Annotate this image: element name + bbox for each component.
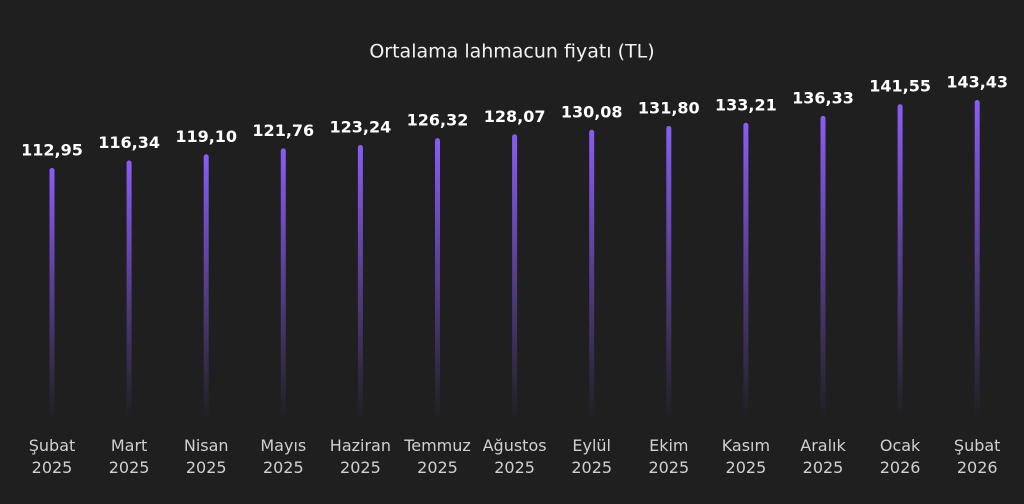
x-tick-label-line: 2026 <box>880 458 921 477</box>
x-tick-label: Temmuz 2025 <box>403 436 471 477</box>
value-label: 128,07 <box>484 107 546 126</box>
x-tick-label-line: Ağustos <box>483 436 547 455</box>
x-tick-label-line: Mayıs <box>260 436 306 455</box>
bar <box>666 125 672 421</box>
bar <box>126 160 132 420</box>
value-label: 121,76 <box>252 121 314 140</box>
value-label: 136,33 <box>792 88 854 107</box>
x-tick-label-line: Temmuz <box>403 436 471 455</box>
bar <box>743 122 749 421</box>
value-label: 141,55 <box>869 77 931 96</box>
x-tick-label-line: Haziran <box>330 436 391 455</box>
bar <box>357 145 363 420</box>
x-tick-label-line: 2025 <box>571 458 612 477</box>
x-tick-label: Ağustos 2025 <box>483 436 547 477</box>
chart-title: Ortalama lahmacun fiyatı (TL) <box>369 41 654 63</box>
x-tick-label-line: Nisan <box>184 436 229 455</box>
x-tick-label: Eylül 2025 <box>571 436 612 477</box>
x-tick-label: Ocak 2026 <box>880 436 921 477</box>
x-tick-label-line: Ocak <box>880 436 921 455</box>
x-tick-label-line: 2025 <box>803 458 844 477</box>
value-label: 143,43 <box>946 73 1008 92</box>
value-label: 112,95 <box>21 141 83 160</box>
x-tick-label-line: 2025 <box>417 458 458 477</box>
x-tick-label-line: 2025 <box>32 458 73 477</box>
bar <box>512 134 518 420</box>
bar <box>820 115 826 420</box>
bar <box>974 100 980 420</box>
x-tick-label: Şubat 2025 <box>29 436 76 477</box>
x-tick-label: Nisan 2025 <box>184 436 229 477</box>
x-tick-label-line: 2026 <box>957 458 998 477</box>
x-tick-label-line: 2025 <box>186 458 227 477</box>
value-label: 126,32 <box>407 111 469 130</box>
x-tick-label: Kasım 2025 <box>722 436 770 477</box>
bar <box>589 129 595 421</box>
x-tick-label-line: Şubat <box>29 436 76 455</box>
x-tick-label: Mart 2025 <box>109 436 150 477</box>
x-tick-label-line: 2025 <box>340 458 381 477</box>
bar <box>203 154 209 420</box>
value-label: 131,80 <box>638 98 700 117</box>
x-tick-label-line: Mart <box>111 436 147 455</box>
value-label: 130,08 <box>561 102 623 121</box>
bar <box>435 138 440 420</box>
x-tick-label-line: Ekim <box>649 436 688 455</box>
bar <box>49 168 55 420</box>
x-tick-label-line: Aralık <box>800 436 846 455</box>
x-tick-label: Haziran 2025 <box>330 436 391 477</box>
x-tick-label-line: 2025 <box>263 458 304 477</box>
bar <box>280 148 286 420</box>
x-tick-label: Ekim 2025 <box>648 436 689 477</box>
x-tick-label-line: 2025 <box>726 458 767 477</box>
x-tick-label-line: Eylül <box>572 436 611 455</box>
x-tick-label: Aralık 2025 <box>800 436 846 477</box>
x-tick-label-line: Şubat <box>954 436 1001 455</box>
x-tick-label-line: 2025 <box>648 458 689 477</box>
value-label: 123,24 <box>330 118 392 137</box>
x-tick-label-line: 2025 <box>109 458 150 477</box>
x-tick-label-line: 2025 <box>494 458 535 477</box>
x-tick-label: Mayıs 2025 <box>260 436 306 477</box>
value-label: 119,10 <box>175 127 237 146</box>
x-tick-label: Şubat 2026 <box>954 436 1001 477</box>
x-tick-label-line: Kasım <box>722 436 770 455</box>
value-label: 116,34 <box>98 133 160 152</box>
value-label: 133,21 <box>715 95 777 114</box>
bar <box>897 104 903 420</box>
